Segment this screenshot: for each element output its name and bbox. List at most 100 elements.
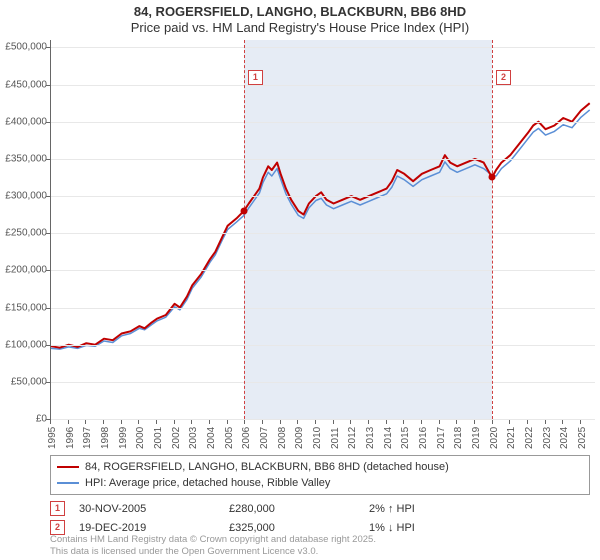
x-axis-label: 1999 xyxy=(118,427,129,449)
y-tick xyxy=(46,233,50,234)
y-tick xyxy=(46,122,50,123)
y-tick xyxy=(46,308,50,309)
legend-label: 84, ROGERSFIELD, LANGHO, BLACKBURN, BB6 … xyxy=(85,459,449,475)
x-tick xyxy=(209,420,210,424)
x-tick xyxy=(244,420,245,424)
x-axis-label: 2006 xyxy=(241,427,252,449)
x-axis-label: 1998 xyxy=(100,427,111,449)
y-tick xyxy=(46,270,50,271)
y-tick xyxy=(46,345,50,346)
chart-title-2: Price paid vs. HM Land Registry's House … xyxy=(0,20,600,35)
y-tick xyxy=(46,159,50,160)
x-axis-label: 2023 xyxy=(542,427,553,449)
y-axis-label: £50,000 xyxy=(11,376,47,387)
x-axis-label: 2016 xyxy=(418,427,429,449)
sale-marker-box: 2 xyxy=(496,70,511,85)
gridline xyxy=(51,159,595,160)
legend-item: 84, ROGERSFIELD, LANGHO, BLACKBURN, BB6 … xyxy=(57,459,583,475)
x-tick xyxy=(227,420,228,424)
x-tick xyxy=(138,420,139,424)
y-axis-label: £100,000 xyxy=(5,339,47,350)
gridline xyxy=(51,233,595,234)
x-axis-label: 1997 xyxy=(82,427,93,449)
x-tick xyxy=(315,420,316,424)
x-axis-label: 2025 xyxy=(577,427,588,449)
y-axis-label: £400,000 xyxy=(5,116,47,127)
x-axis-label: 2020 xyxy=(489,427,500,449)
sale-vline xyxy=(492,40,493,419)
y-tick xyxy=(46,382,50,383)
x-tick xyxy=(509,420,510,424)
y-axis-label: £150,000 xyxy=(5,302,47,313)
sale-marker: 1 xyxy=(50,501,65,516)
footer-line-2: This data is licensed under the Open Gov… xyxy=(50,546,376,558)
x-tick xyxy=(333,420,334,424)
x-axis-label: 2004 xyxy=(206,427,217,449)
x-axis-label: 2013 xyxy=(365,427,376,449)
gridline xyxy=(51,122,595,123)
x-axis-label: 2010 xyxy=(312,427,323,449)
sale-marker: 2 xyxy=(50,520,65,535)
x-tick xyxy=(474,420,475,424)
x-axis-label: 2018 xyxy=(453,427,464,449)
x-tick xyxy=(456,420,457,424)
sales-rows: 130-NOV-2005£280,0002% ↑ HPI219-DEC-2019… xyxy=(50,501,590,535)
x-tick xyxy=(68,420,69,424)
x-axis-label: 2003 xyxy=(188,427,199,449)
y-axis-label: £450,000 xyxy=(5,79,47,90)
x-axis-label: 2009 xyxy=(294,427,305,449)
sale-delta: 2% ↑ HPI xyxy=(369,503,469,515)
x-axis-label: 1995 xyxy=(47,427,58,449)
x-tick xyxy=(121,420,122,424)
chart-container: 84, ROGERSFIELD, LANGHO, BLACKBURN, BB6 … xyxy=(0,0,600,560)
y-axis-label: £250,000 xyxy=(5,228,47,239)
footer: Contains HM Land Registry data © Crown c… xyxy=(50,534,376,558)
x-tick xyxy=(103,420,104,424)
x-axis-label: 2001 xyxy=(153,427,164,449)
y-tick xyxy=(46,196,50,197)
x-axis-label: 2024 xyxy=(559,427,570,449)
sale-row: 130-NOV-2005£280,0002% ↑ HPI xyxy=(50,501,590,516)
x-axis-label: 2000 xyxy=(135,427,146,449)
gridline xyxy=(51,270,595,271)
x-axis-label: 2005 xyxy=(224,427,235,449)
x-axis-label: 2012 xyxy=(347,427,358,449)
gridline xyxy=(51,345,595,346)
x-tick xyxy=(562,420,563,424)
chart-title-1: 84, ROGERSFIELD, LANGHO, BLACKBURN, BB6 … xyxy=(0,4,600,19)
x-axis-label: 2021 xyxy=(506,427,517,449)
legend-swatch xyxy=(57,466,79,468)
y-axis-label: £350,000 xyxy=(5,153,47,164)
sale-price: £280,000 xyxy=(229,503,369,515)
gridline xyxy=(51,196,595,197)
x-tick xyxy=(403,420,404,424)
legend-label: HPI: Average price, detached house, Ribb… xyxy=(85,475,330,491)
series-price_paid xyxy=(51,103,590,348)
x-axis-label: 1996 xyxy=(65,427,76,449)
x-tick xyxy=(156,420,157,424)
legend-and-sales: 84, ROGERSFIELD, LANGHO, BLACKBURN, BB6 … xyxy=(50,455,590,535)
gridline xyxy=(51,85,595,86)
y-axis-label: £200,000 xyxy=(5,265,47,276)
legend-frame: 84, ROGERSFIELD, LANGHO, BLACKBURN, BB6 … xyxy=(50,455,590,495)
sale-dot xyxy=(489,174,496,181)
x-tick xyxy=(280,420,281,424)
gridline xyxy=(51,308,595,309)
x-tick xyxy=(386,420,387,424)
y-tick xyxy=(46,85,50,86)
x-tick xyxy=(50,420,51,424)
gridline xyxy=(51,47,595,48)
sale-dot xyxy=(240,207,247,214)
legend-swatch xyxy=(57,482,79,484)
x-axis-label: 2017 xyxy=(436,427,447,449)
sale-marker-box: 1 xyxy=(248,70,263,85)
footer-line-1: Contains HM Land Registry data © Crown c… xyxy=(50,534,376,546)
x-axis-label: 2019 xyxy=(471,427,482,449)
plot-area: 12 xyxy=(50,40,595,420)
x-tick xyxy=(174,420,175,424)
y-tick xyxy=(46,47,50,48)
x-tick xyxy=(580,420,581,424)
sale-delta: 1% ↓ HPI xyxy=(369,522,469,534)
x-axis-label: 2007 xyxy=(259,427,270,449)
x-tick xyxy=(421,420,422,424)
